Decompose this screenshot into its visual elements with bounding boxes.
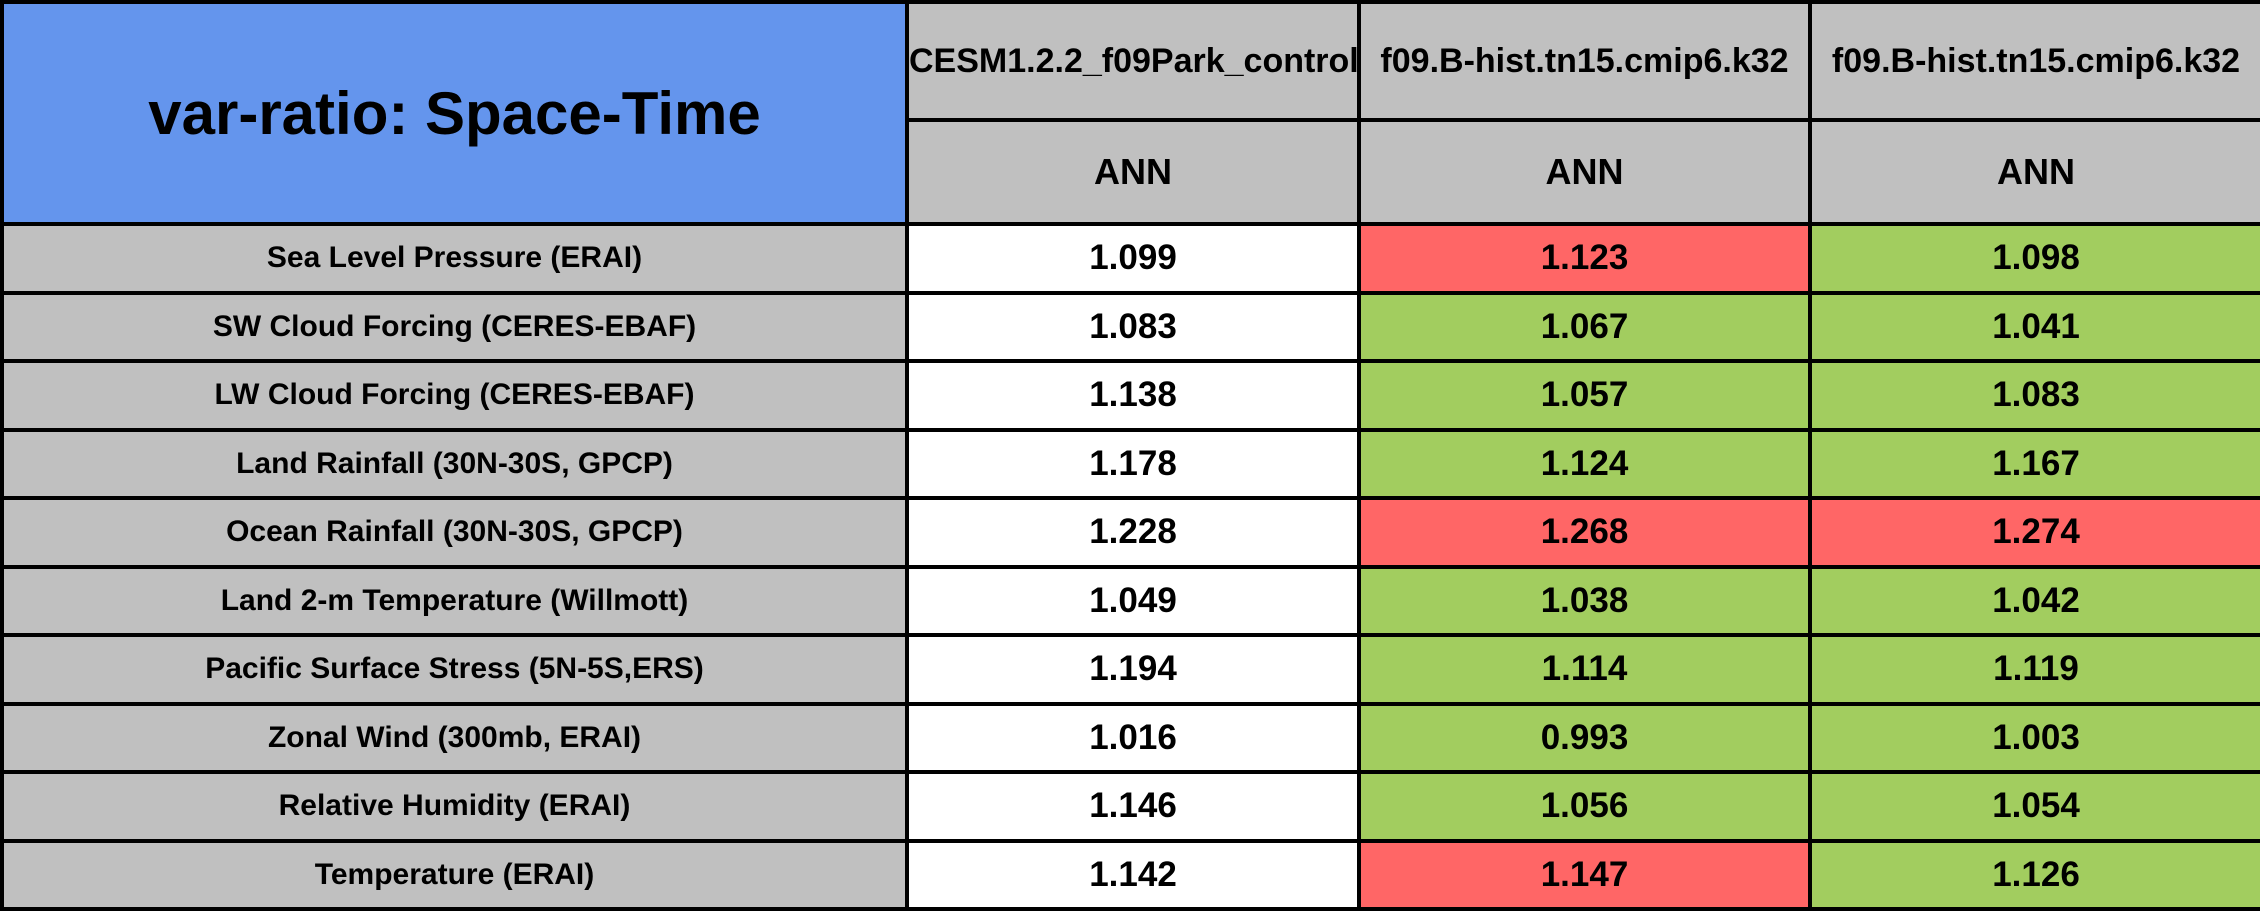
value-cell: 1.057	[1357, 359, 1812, 432]
row-label: LW Cloud Forcing (CERES-EBAF)	[0, 359, 909, 432]
table-row: LW Cloud Forcing (CERES-EBAF) 1.138 1.05…	[0, 359, 2260, 432]
table-row: Zonal Wind (300mb, ERAI) 1.016 0.993 1.0…	[0, 701, 2260, 774]
row-label: Temperature (ERAI)	[0, 838, 909, 911]
value-cell: 1.146	[905, 770, 1361, 843]
value-cell: 1.098	[1808, 222, 2260, 295]
season-header-row: ANN ANN ANN	[2, 118, 2260, 226]
value-cell: 1.054	[1808, 770, 2260, 843]
value-cell: 1.194	[905, 633, 1361, 706]
value-cell: 1.268	[1357, 496, 1812, 569]
value-cell: 1.083	[905, 290, 1361, 363]
table-row: Land 2-m Temperature (Willmott) 1.049 1.…	[0, 564, 2260, 637]
table-row: Temperature (ERAI) 1.142 1.147 1.126	[0, 838, 2260, 911]
value-cell: 1.228	[905, 496, 1361, 569]
value-cell: 1.126	[1808, 838, 2260, 911]
model-header-1: CESM1.2.2_f09Park_control	[905, 0, 1361, 122]
season-header-2: ANN	[1357, 118, 1812, 226]
row-label: Relative Humidity (ERAI)	[0, 770, 909, 843]
value-cell: 1.119	[1808, 633, 2260, 706]
value-cell: 1.167	[1808, 427, 2260, 500]
value-cell: 1.178	[905, 427, 1361, 500]
value-cell: 1.083	[1808, 359, 2260, 432]
row-label: Ocean Rainfall (30N-30S, GPCP)	[0, 496, 909, 569]
row-label: Zonal Wind (300mb, ERAI)	[0, 701, 909, 774]
value-cell: 0.993	[1357, 701, 1812, 774]
value-cell: 1.041	[1808, 290, 2260, 363]
table-body: Sea Level Pressure (ERAI) 1.099 1.123 1.…	[0, 222, 2260, 911]
table-title: var-ratio: Space-Time	[0, 0, 909, 226]
value-cell: 1.003	[1808, 701, 2260, 774]
value-cell: 1.049	[905, 564, 1361, 637]
model-header-2-label: f09.B-hist.tn15.cmip6.k32	[1380, 41, 1789, 80]
model-header-row: var-ratio: Space-Time CESM1.2.2_f09Park_…	[0, 0, 2260, 226]
value-cell: 1.016	[905, 701, 1361, 774]
value-cell: 1.067	[1357, 290, 1812, 363]
table-row: Land Rainfall (30N-30S, GPCP) 1.178 1.12…	[0, 427, 2260, 500]
value-cell: 1.138	[905, 359, 1361, 432]
table-row: Ocean Rainfall (30N-30S, GPCP) 1.228 1.2…	[0, 496, 2260, 569]
row-label: SW Cloud Forcing (CERES-EBAF)	[0, 290, 909, 363]
row-label: Land Rainfall (30N-30S, GPCP)	[0, 427, 909, 500]
value-cell: 1.123	[1357, 222, 1812, 295]
model-header-3-label: f09.B-hist.tn15.cmip6.k32	[1831, 41, 2241, 80]
season-header-3: ANN	[1808, 118, 2260, 226]
value-cell: 1.042	[1808, 564, 2260, 637]
value-cell: 1.038	[1357, 564, 1812, 637]
value-cell: 1.142	[905, 838, 1361, 911]
model-header-2: f09.B-hist.tn15.cmip6.k32	[1357, 0, 1812, 122]
table-row: Sea Level Pressure (ERAI) 1.099 1.123 1.…	[0, 222, 2260, 295]
value-cell: 1.114	[1357, 633, 1812, 706]
value-cell: 1.147	[1357, 838, 1812, 911]
row-label: Land 2-m Temperature (Willmott)	[0, 564, 909, 637]
value-cell: 1.124	[1357, 427, 1812, 500]
season-header-1: ANN	[905, 118, 1361, 226]
table-row: SW Cloud Forcing (CERES-EBAF) 1.083 1.06…	[0, 290, 2260, 363]
model-header-3: f09.B-hist.tn15.cmip6.k32	[1808, 0, 2260, 122]
model-header-1-label: CESM1.2.2_f09Park_control	[909, 41, 1357, 80]
value-cell: 1.056	[1357, 770, 1812, 843]
table-row: Pacific Surface Stress (5N-5S,ERS) 1.194…	[0, 633, 2260, 706]
value-cell: 1.274	[1808, 496, 2260, 569]
row-label: Sea Level Pressure (ERAI)	[0, 222, 909, 295]
value-cell: 1.099	[905, 222, 1361, 295]
row-label: Pacific Surface Stress (5N-5S,ERS)	[0, 633, 909, 706]
table-row: Relative Humidity (ERAI) 1.146 1.056 1.0…	[0, 770, 2260, 843]
